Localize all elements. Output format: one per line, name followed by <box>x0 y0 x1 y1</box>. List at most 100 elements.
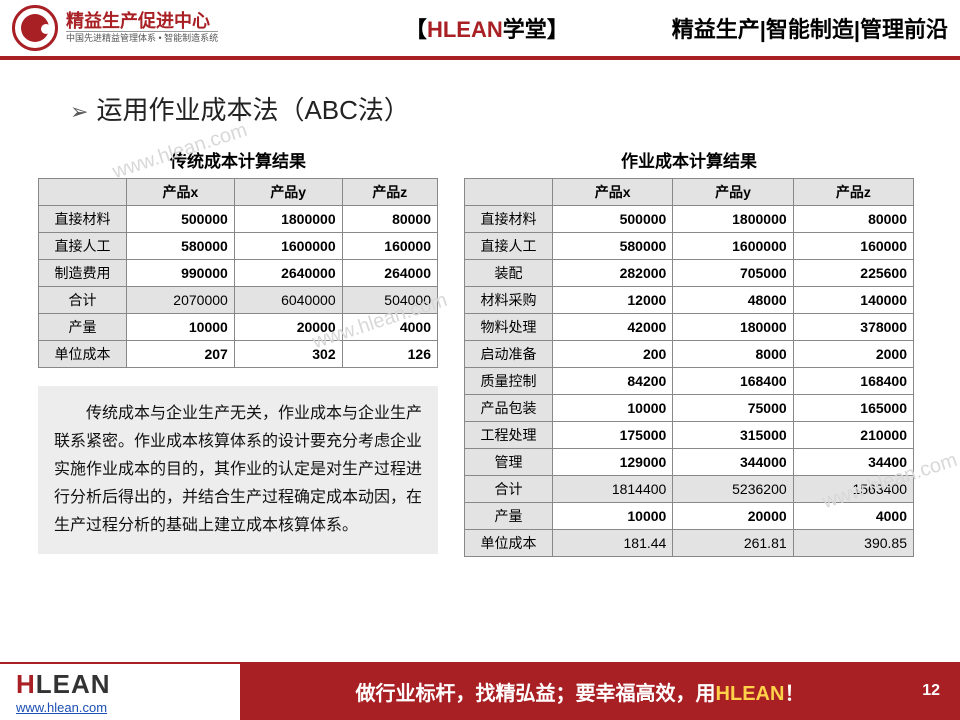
table-cell: 1800000 <box>234 206 342 233</box>
row-header: 管理 <box>465 449 553 476</box>
table-cell: 10000 <box>553 503 673 530</box>
page-title: ➢运用作业成本法（ABC法） <box>70 90 960 127</box>
header-center: 【HLEAN学堂】 <box>302 12 672 44</box>
table-cell: 282000 <box>553 260 673 287</box>
footer-right: 做行业标杆，找精弘益；要幸福高效，用HLEAN！ 12 <box>240 662 960 720</box>
row-header: 单位成本 <box>39 341 127 368</box>
table-cell: 181.44 <box>553 530 673 557</box>
table-row: 单位成本207302126 <box>39 341 438 368</box>
row-header: 装配 <box>465 260 553 287</box>
table-cell: 20000 <box>673 503 793 530</box>
table-row: 直接材料500000180000080000 <box>39 206 438 233</box>
table-header <box>39 179 127 206</box>
table-header: 产品x <box>553 179 673 206</box>
table-cell: 48000 <box>673 287 793 314</box>
table-row: 直接材料500000180000080000 <box>465 206 914 233</box>
table-cell: 264000 <box>342 260 437 287</box>
row-header: 材料采购 <box>465 287 553 314</box>
table-cell: 1563400 <box>793 476 913 503</box>
table-cell: 200 <box>553 341 673 368</box>
footer-left: HLEAN www.hlean.com <box>0 662 240 720</box>
table-cell: 129000 <box>553 449 673 476</box>
table-cell: 1600000 <box>234 233 342 260</box>
table-row: 直接人工5800001600000160000 <box>465 233 914 260</box>
row-header: 直接人工 <box>465 233 553 260</box>
chevron-right-icon: ➢ <box>70 99 88 124</box>
table-cell: 210000 <box>793 422 913 449</box>
row-header: 直接材料 <box>39 206 127 233</box>
summary-text: 传统成本与企业生产无关，作业成本与企业生产联系紧密。作业成本核算体系的设计要充分… <box>38 386 438 554</box>
table-cell: 126 <box>342 341 437 368</box>
footer-slogan: 做行业标杆，找精弘益；要幸福高效，用HLEAN！ <box>260 677 900 706</box>
table-cell: 1600000 <box>673 233 793 260</box>
table-cell: 8000 <box>673 341 793 368</box>
logo-title: 精益生产促进中心 <box>66 12 218 32</box>
table-cell: 6040000 <box>234 287 342 314</box>
table-cell: 705000 <box>673 260 793 287</box>
table-row: 单位成本181.44261.81390.85 <box>465 530 914 557</box>
table-header: 产品y <box>234 179 342 206</box>
table-cell: 4000 <box>793 503 913 530</box>
row-header: 单位成本 <box>465 530 553 557</box>
row-header: 质量控制 <box>465 368 553 395</box>
table-cell: 42000 <box>553 314 673 341</box>
table-header <box>465 179 553 206</box>
table-cell: 500000 <box>127 206 235 233</box>
table-cell: 34400 <box>793 449 913 476</box>
row-header: 启动准备 <box>465 341 553 368</box>
table-row: 合计181440052362001563400 <box>465 476 914 503</box>
row-header: 直接人工 <box>39 233 127 260</box>
table-cell: 75000 <box>673 395 793 422</box>
table-cell: 315000 <box>673 422 793 449</box>
footer-logo: HLEAN <box>16 669 240 700</box>
table-row: 启动准备20080002000 <box>465 341 914 368</box>
table-cell: 20000 <box>234 314 342 341</box>
table-cell: 180000 <box>673 314 793 341</box>
row-header: 合计 <box>39 287 127 314</box>
row-header: 物料处理 <box>465 314 553 341</box>
table-cell: 580000 <box>127 233 235 260</box>
logo-block: 精益生产促进中心 中国先进精益管理体系 • 智能制造系统 <box>12 5 302 51</box>
header: 精益生产促进中心 中国先进精益管理体系 • 智能制造系统 【HLEAN学堂】 精… <box>0 0 960 60</box>
table-cell: 168400 <box>673 368 793 395</box>
table-cell: 207 <box>127 341 235 368</box>
table-cell: 344000 <box>673 449 793 476</box>
table-row: 材料采购1200048000140000 <box>465 287 914 314</box>
table-cell: 378000 <box>793 314 913 341</box>
table-cell: 4000 <box>342 314 437 341</box>
row-header: 产量 <box>465 503 553 530</box>
right-table: 产品x产品y产品z直接材料500000180000080000直接人工58000… <box>464 178 914 557</box>
row-header: 产量 <box>39 314 127 341</box>
table-row: 产量10000200004000 <box>39 314 438 341</box>
table-cell: 80000 <box>793 206 913 233</box>
table-cell: 2070000 <box>127 287 235 314</box>
table-cell: 580000 <box>553 233 673 260</box>
table-row: 产品包装1000075000165000 <box>465 395 914 422</box>
header-right: 精益生产|智能制造|管理前沿 <box>672 12 948 44</box>
table-row: 质量控制84200168400168400 <box>465 368 914 395</box>
table-cell: 225600 <box>793 260 913 287</box>
content: 传统成本计算结果 产品x产品y产品z直接材料500000180000080000… <box>0 147 960 557</box>
table-cell: 165000 <box>793 395 913 422</box>
table-row: 产量10000200004000 <box>465 503 914 530</box>
table-cell: 2640000 <box>234 260 342 287</box>
table-row: 制造费用9900002640000264000 <box>39 260 438 287</box>
table-cell: 390.85 <box>793 530 913 557</box>
row-header: 产品包装 <box>465 395 553 422</box>
table-cell: 140000 <box>793 287 913 314</box>
table-row: 装配282000705000225600 <box>465 260 914 287</box>
table-row: 合计20700006040000504000 <box>39 287 438 314</box>
table-cell: 84200 <box>553 368 673 395</box>
table-cell: 500000 <box>553 206 673 233</box>
table-cell: 5236200 <box>673 476 793 503</box>
table-cell: 10000 <box>127 314 235 341</box>
table-cell: 2000 <box>793 341 913 368</box>
table-cell: 80000 <box>342 206 437 233</box>
table-cell: 990000 <box>127 260 235 287</box>
table-header: 产品z <box>342 179 437 206</box>
table-cell: 168400 <box>793 368 913 395</box>
table-cell: 10000 <box>553 395 673 422</box>
table-cell: 175000 <box>553 422 673 449</box>
table-cell: 504000 <box>342 287 437 314</box>
row-header: 工程处理 <box>465 422 553 449</box>
